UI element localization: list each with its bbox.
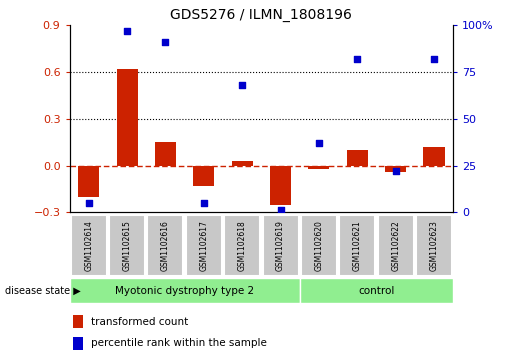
Text: GSM1102622: GSM1102622 <box>391 221 400 271</box>
Point <box>238 82 246 88</box>
Text: disease state ▶: disease state ▶ <box>5 286 81 296</box>
Bar <box>385 166 406 172</box>
Text: Myotonic dystrophy type 2: Myotonic dystrophy type 2 <box>115 286 254 296</box>
FancyBboxPatch shape <box>109 216 145 277</box>
FancyBboxPatch shape <box>300 278 453 303</box>
Text: GSM1102618: GSM1102618 <box>238 221 247 271</box>
FancyBboxPatch shape <box>70 278 300 303</box>
FancyBboxPatch shape <box>339 216 375 277</box>
Text: GSM1102616: GSM1102616 <box>161 220 170 272</box>
Bar <box>73 315 83 329</box>
Title: GDS5276 / ILMN_1808196: GDS5276 / ILMN_1808196 <box>170 8 352 22</box>
FancyBboxPatch shape <box>71 216 107 277</box>
Bar <box>347 150 368 166</box>
Point <box>315 140 323 146</box>
Point <box>161 39 169 45</box>
Text: transformed count: transformed count <box>91 317 188 327</box>
FancyBboxPatch shape <box>224 216 260 277</box>
Point <box>277 208 285 213</box>
Point <box>200 200 208 206</box>
Text: GSM1102623: GSM1102623 <box>430 220 438 272</box>
Text: GSM1102617: GSM1102617 <box>199 220 208 272</box>
FancyBboxPatch shape <box>301 216 337 277</box>
Point <box>123 28 131 34</box>
Bar <box>232 161 253 166</box>
Text: GSM1102615: GSM1102615 <box>123 220 131 272</box>
Text: GSM1102620: GSM1102620 <box>315 220 323 272</box>
Text: percentile rank within the sample: percentile rank within the sample <box>91 338 266 348</box>
Point <box>430 56 438 62</box>
FancyBboxPatch shape <box>416 216 452 277</box>
FancyBboxPatch shape <box>186 216 222 277</box>
Bar <box>116 69 138 166</box>
Point <box>353 56 362 62</box>
Bar <box>73 337 83 350</box>
Bar <box>155 142 176 166</box>
Point <box>391 168 400 174</box>
Bar <box>270 166 291 205</box>
Text: control: control <box>358 286 394 296</box>
Text: GSM1102619: GSM1102619 <box>276 220 285 272</box>
Text: GSM1102614: GSM1102614 <box>84 220 93 272</box>
FancyBboxPatch shape <box>377 216 414 277</box>
Bar <box>193 166 214 186</box>
Bar <box>308 166 330 169</box>
Text: GSM1102621: GSM1102621 <box>353 221 362 271</box>
FancyBboxPatch shape <box>147 216 183 277</box>
Point <box>84 200 93 206</box>
Bar <box>78 166 99 197</box>
FancyBboxPatch shape <box>263 216 299 277</box>
Bar <box>423 147 444 166</box>
